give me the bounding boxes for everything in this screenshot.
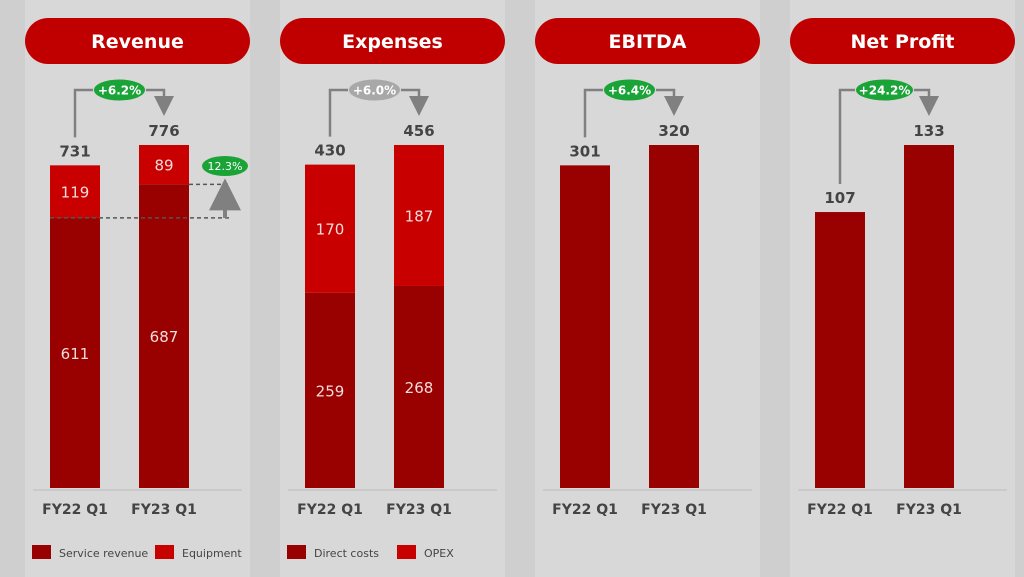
total-label: 731: [59, 142, 90, 160]
legend-swatch: [287, 545, 306, 559]
chart-panel-expenses: Expenses 259 170 430 FY22 Q1 268 187 456 FY23 Q1…: [280, 0, 505, 577]
x-tick-label: FY23 Q1: [896, 502, 962, 518]
panel-title: Net Profit: [851, 31, 955, 53]
panel-title-pill: [790, 18, 1015, 64]
growth-badge-label: 12.3%: [208, 160, 243, 173]
total-label: 133: [913, 122, 944, 140]
data-label: 611: [61, 345, 90, 363]
bar-net-profit: [904, 145, 954, 488]
x-tick-label: FY22 Q1: [807, 502, 873, 518]
total-label: 320: [658, 122, 689, 140]
growth-badge: [202, 156, 248, 176]
x-tick-label: FY23 Q1: [131, 502, 197, 518]
panel-title-pill: [535, 18, 760, 64]
data-label: 187: [405, 207, 434, 225]
change-badge-label: +6.2%: [98, 84, 141, 98]
total-label: 430: [314, 142, 345, 160]
bar-service-revenue: [139, 184, 189, 488]
chart-panel-revenue: Revenue 611 119 731 FY22 Q1 687 89 776 FY23 Q1 +6…: [25, 0, 250, 577]
change-badge: [855, 78, 914, 102]
panel-title-pill: [280, 18, 505, 64]
data-label: 119: [61, 184, 90, 202]
bar-ebitda: [649, 145, 699, 488]
total-label: 456: [403, 122, 434, 140]
change-badge-label: +24.2%: [859, 84, 911, 98]
bar-net-profit: [815, 212, 865, 489]
change-badge-label: +6.0%: [353, 84, 396, 98]
legend-swatch: [155, 545, 174, 559]
change-badge: [603, 78, 656, 102]
panel-title: EBITDA: [609, 31, 687, 53]
bar-opex: [305, 164, 355, 293]
change-badge-label: +6.4%: [608, 84, 651, 98]
chart-panel-net-profit: Net Profit 107 FY22 Q1 133 FY23 Q1 +24.2%: [790, 0, 1015, 577]
x-tick-label: FY23 Q1: [641, 502, 707, 518]
bar-direct-costs: [305, 292, 355, 488]
x-tick-label: FY22 Q1: [552, 502, 618, 518]
data-label: 687: [150, 328, 179, 346]
legend-label: Equipment: [182, 547, 242, 560]
legend-label: Direct costs: [314, 547, 379, 560]
legend-swatch: [32, 545, 51, 559]
panel-title-pill: [25, 18, 250, 64]
bar-equipment: [50, 165, 100, 218]
data-label: 259: [316, 382, 345, 400]
panel-title: Revenue: [91, 31, 184, 53]
data-label: 268: [405, 379, 434, 397]
bar-direct-costs: [394, 285, 444, 488]
bar-equipment: [139, 145, 189, 185]
x-tick-label: FY22 Q1: [42, 502, 108, 518]
total-label: 301: [569, 142, 600, 160]
total-label: 776: [148, 122, 179, 140]
x-tick-label: FY22 Q1: [297, 502, 363, 518]
total-label: 107: [824, 189, 855, 207]
data-label: 170: [316, 221, 345, 239]
change-badge: [348, 78, 401, 102]
panel-title: Expenses: [342, 31, 443, 53]
legend-swatch: [397, 545, 416, 559]
bar-service-revenue: [50, 217, 100, 488]
legend-label: OPEX: [424, 547, 454, 560]
chart-panel-ebitda: EBITDA 301 FY22 Q1 320 FY23 Q1 +6.4%: [535, 0, 760, 577]
change-badge: [93, 78, 146, 102]
bar-ebitda: [560, 165, 610, 488]
legend-label: Service revenue: [59, 547, 148, 560]
x-tick-label: FY23 Q1: [386, 502, 452, 518]
data-label: 89: [154, 157, 173, 175]
bar-opex: [394, 145, 444, 286]
